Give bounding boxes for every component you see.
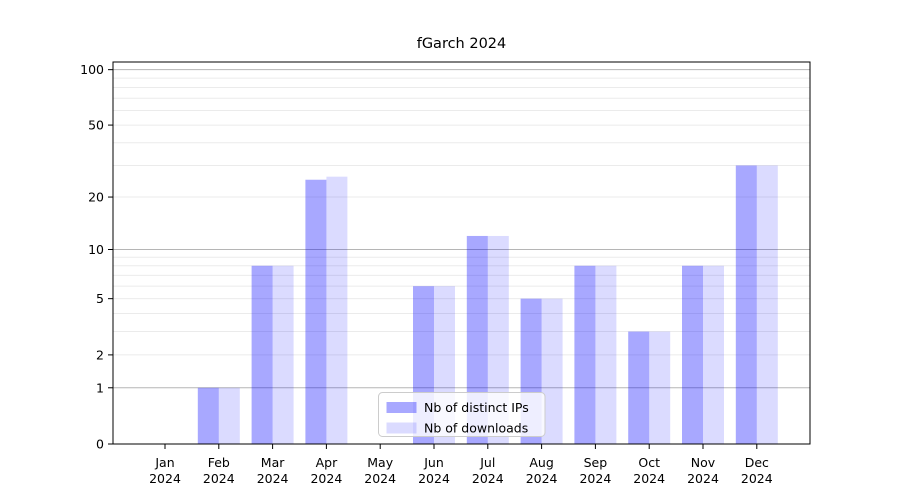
x-tick-label-year-aug: 2024 — [526, 471, 558, 486]
x-tick-label-year-dec: 2024 — [741, 471, 773, 486]
x-tick-label-month-feb: Feb — [208, 455, 230, 470]
x-tick-label-year-jul: 2024 — [472, 471, 504, 486]
x-tick-label-year-oct: 2024 — [633, 471, 665, 486]
x-tick-label-year-sep: 2024 — [579, 471, 611, 486]
bar-feb-distinct-ips — [197, 387, 219, 444]
bar-dec-distinct-ips — [735, 165, 757, 444]
bar-oct-distinct-ips — [628, 331, 650, 444]
x-tick-label-month-oct: Oct — [638, 455, 660, 470]
y-tick-label-2: 2 — [96, 347, 104, 362]
x-tick-label-month-mar: Mar — [261, 455, 285, 470]
bar-nov-distinct-ips — [682, 265, 703, 444]
y-tick-label-1: 1 — [96, 380, 104, 395]
legend-swatch-downloads — [386, 422, 417, 434]
y-tick-label-50: 50 — [88, 118, 104, 133]
x-tick-label-month-jan: Jan — [154, 455, 174, 470]
y-tick-label-5: 5 — [96, 291, 104, 306]
x-tick-label-month-aug: Aug — [529, 455, 553, 470]
bar-nov-downloads — [703, 265, 724, 444]
x-tick-label-month-nov: Nov — [691, 455, 716, 470]
bar-oct-downloads — [649, 331, 671, 444]
x-tick-label-year-jun: 2024 — [418, 471, 450, 486]
x-tick-label-month-may: May — [367, 455, 393, 470]
bar-apr-downloads — [326, 176, 348, 444]
chart-title: fGarch 2024 — [416, 36, 507, 52]
bar-aug-downloads — [541, 298, 563, 444]
x-tick-label-year-jan: 2024 — [149, 471, 181, 486]
x-tick-label-month-sep: Sep — [584, 455, 608, 470]
x-tick-label-year-nov: 2024 — [687, 471, 719, 486]
bar-mar-downloads — [272, 265, 294, 444]
bar-jul-distinct-ips — [466, 235, 488, 444]
plot-border — [112, 61, 811, 445]
x-tick-label-year-mar: 2024 — [257, 471, 289, 486]
legend-label-distinct-ips: Nb of distinct IPs — [424, 400, 529, 415]
bar-feb-downloads — [218, 387, 240, 444]
y-tick-label-100: 100 — [80, 62, 104, 77]
x-tick-label-year-apr: 2024 — [310, 471, 342, 486]
bar-jul-downloads — [487, 235, 509, 444]
x-tick-label-year-may: 2024 — [364, 471, 396, 486]
bar-sep-downloads — [595, 265, 617, 444]
legend-swatch-distinct-ips — [386, 402, 417, 413]
bar-dec-downloads — [756, 165, 778, 444]
x-tick-label-month-apr: Apr — [316, 455, 338, 470]
x-tick-label-month-jul: Jul — [479, 455, 495, 470]
bar-mar-distinct-ips — [251, 265, 273, 444]
y-tick-label-20: 20 — [88, 190, 104, 205]
y-tick-label-10: 10 — [88, 242, 104, 257]
x-tick-label-month-jun: Jun — [423, 455, 444, 470]
legend-box — [378, 392, 546, 437]
x-tick-label-year-feb: 2024 — [203, 471, 235, 486]
legend-label-downloads: Nb of downloads — [424, 421, 528, 436]
y-tick-label-0: 0 — [96, 437, 104, 452]
bar-sep-distinct-ips — [574, 265, 596, 444]
bar-apr-distinct-ips — [305, 179, 327, 444]
x-tick-label-month-dec: Dec — [745, 455, 769, 470]
